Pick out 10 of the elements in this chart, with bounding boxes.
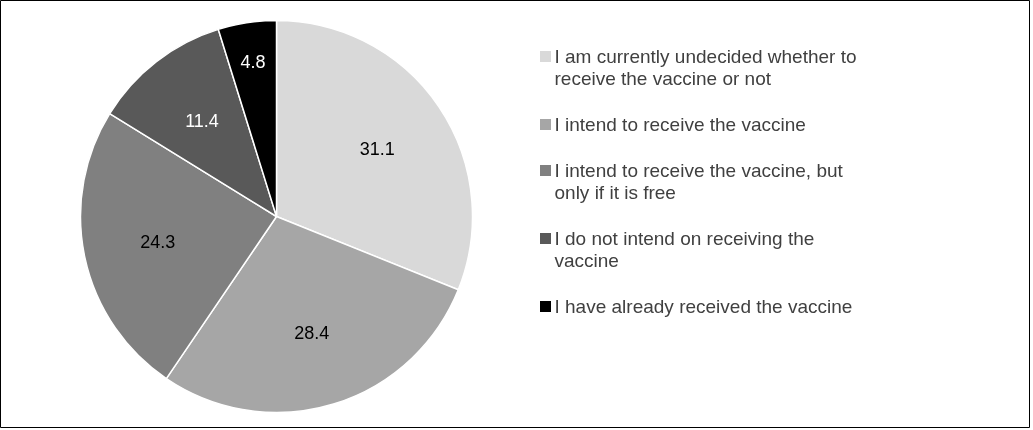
data-label: 31.1 bbox=[359, 139, 395, 160]
legend-label: I do not intend on receiving the vaccine bbox=[554, 228, 815, 271]
legend-label: I intend to receive the vaccine bbox=[554, 114, 806, 135]
data-label: 11.4 bbox=[185, 110, 219, 131]
data-label: 28.4 bbox=[294, 323, 330, 344]
legend-label: I intend to receive the vaccine, but only if it is free bbox=[554, 160, 844, 203]
data-label: 4.8 bbox=[240, 51, 266, 72]
legend-label: I am currently undecided whether to receive the vaccine or not bbox=[554, 46, 857, 89]
data-label: 24.3 bbox=[140, 232, 176, 253]
legend-label: I have already received the vaccine bbox=[554, 296, 853, 317]
